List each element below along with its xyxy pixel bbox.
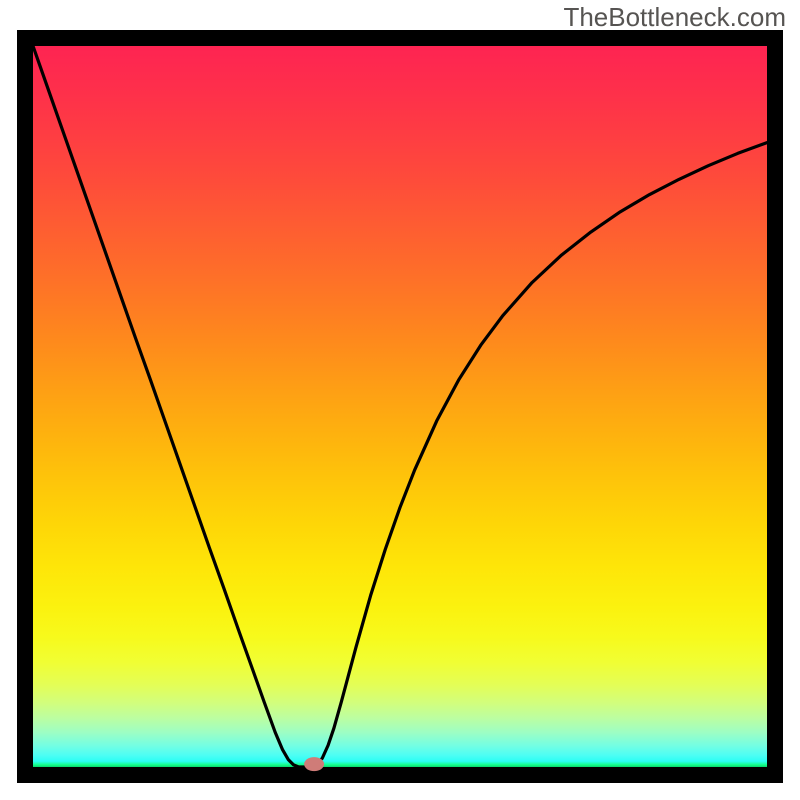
plot-background — [33, 46, 767, 767]
bottleneck-chart: TheBottleneck.com — [0, 0, 800, 800]
chart-svg — [0, 0, 800, 800]
optimal-point-marker — [304, 757, 324, 771]
